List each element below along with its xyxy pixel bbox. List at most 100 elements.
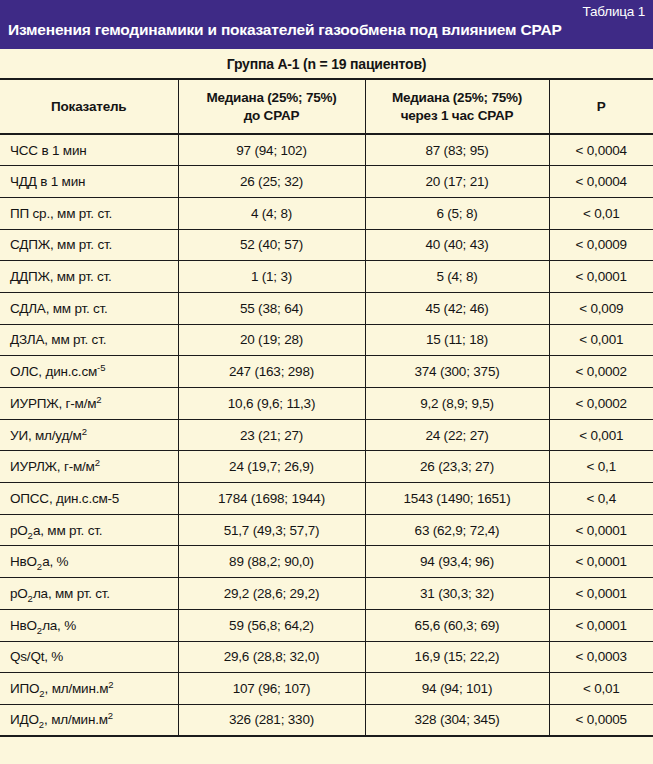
p-value-cell: < 0,1 xyxy=(549,451,653,483)
indicator-cell: ЧДД в 1 мин xyxy=(0,166,178,198)
median-after-cell: 20 (17; 21) xyxy=(365,166,549,198)
p-value-cell: < 0,0001 xyxy=(549,578,653,610)
col-header-line2: через 1 час CPAP xyxy=(366,107,549,125)
median-after-cell: 63 (62,9; 72,4) xyxy=(365,514,549,546)
col-header-line1: Р xyxy=(550,98,653,116)
median-before-cell: 51,7 (49,3; 57,7) xyxy=(178,514,365,546)
table-row: ПП ср., мм рт. ст. 4 (4; 8) 6 (5; 8) < 0… xyxy=(0,197,653,229)
p-value-cell: < 0,001 xyxy=(549,419,653,451)
col-header-p: Р xyxy=(549,79,653,134)
table-header: Показатель Медиана (25%; 75%) до CPAP Ме… xyxy=(0,79,653,134)
table-row: Qs/Qt, % 29,6 (28,8; 32,0) 16,9 (15; 22,… xyxy=(0,641,653,673)
indicator-cell: ПП ср., мм рт. ст. xyxy=(0,197,178,229)
median-before-cell: 24 (19,7; 26,9) xyxy=(178,451,365,483)
p-value-cell: < 0,0009 xyxy=(549,229,653,261)
median-after-cell: 45 (42; 46) xyxy=(365,292,549,324)
indicator-cell: НвО2а, % xyxy=(0,546,178,578)
table-row: ЧДД в 1 мин 26 (25; 32) 20 (17; 21) < 0,… xyxy=(0,166,653,198)
p-value-cell: < 0,0005 xyxy=(549,704,653,736)
table-row: СДЛА, мм рт. ст. 55 (38; 64) 45 (42; 46)… xyxy=(0,292,653,324)
col-header-line1: Медиана (25%; 75%) xyxy=(179,89,365,107)
table-row: УИ, мл/уд/м2 23 (21; 27) 24 (22; 27) < 0… xyxy=(0,419,653,451)
median-before-cell: 326 (281; 330) xyxy=(178,704,365,736)
data-table: Показатель Медиана (25%; 75%) до CPAP Ме… xyxy=(0,78,653,737)
table-title: Изменения гемодинамики и показателей газ… xyxy=(8,20,645,40)
median-before-cell: 97 (94; 102) xyxy=(178,134,365,166)
p-value-cell: < 0,001 xyxy=(549,324,653,356)
table-row: СДПЖ, мм рт. ст. 52 (40; 57) 40 (40; 43)… xyxy=(0,229,653,261)
col-header-median-before: Медиана (25%; 75%) до CPAP xyxy=(178,79,365,134)
median-before-cell: 26 (25; 32) xyxy=(178,166,365,198)
median-after-cell: 40 (40; 43) xyxy=(365,229,549,261)
median-before-cell: 4 (4; 8) xyxy=(178,197,365,229)
p-value-cell: < 0,01 xyxy=(549,197,653,229)
table-row: НвО2а, % 89 (88,2; 90,0) 94 (93,4; 96) <… xyxy=(0,546,653,578)
p-value-cell: < 0,0001 xyxy=(549,514,653,546)
indicator-cell: Qs/Qt, % xyxy=(0,641,178,673)
median-before-cell: 52 (40; 57) xyxy=(178,229,365,261)
p-value-cell: < 0,4 xyxy=(549,483,653,515)
table-row: ИПО2, мл/мин.м2 107 (96; 107) 94 (94; 10… xyxy=(0,673,653,705)
median-after-cell: 6 (5; 8) xyxy=(365,197,549,229)
median-after-cell: 87 (83; 95) xyxy=(365,134,549,166)
median-before-cell: 59 (56,8; 64,2) xyxy=(178,609,365,641)
p-value-cell: < 0,0002 xyxy=(549,356,653,388)
p-value-cell: < 0,0003 xyxy=(549,641,653,673)
median-after-cell: 1543 (1490; 1651) xyxy=(365,483,549,515)
indicator-cell: ИУРПЖ, г-м/м2 xyxy=(0,388,178,420)
indicator-cell: УИ, мл/уд/м2 xyxy=(0,419,178,451)
p-value-cell: < 0,0001 xyxy=(549,609,653,641)
table-row: ОЛС, дин.с.см-5 247 (163; 298) 374 (300;… xyxy=(0,356,653,388)
p-value-cell: < 0,0004 xyxy=(549,134,653,166)
indicator-cell: ЧСС в 1 мин xyxy=(0,134,178,166)
indicator-cell: ИУРЛЖ, г-м/м2 xyxy=(0,451,178,483)
table-row: ИДО2, мл/мин.м2 326 (281; 330) 328 (304;… xyxy=(0,704,653,736)
indicator-cell: рО2ла, мм рт. ст. xyxy=(0,578,178,610)
indicator-cell: рО2а, мм рт. ст. xyxy=(0,514,178,546)
median-before-cell: 10,6 (9,6; 11,3) xyxy=(178,388,365,420)
indicator-cell: ОПСС, дин.с.см-5 xyxy=(0,483,178,515)
indicator-cell: ИДО2, мл/мин.м2 xyxy=(0,704,178,736)
table-body: ЧСС в 1 мин 97 (94; 102) 87 (83; 95) < 0… xyxy=(0,134,653,736)
indicator-cell: СДПЖ, мм рт. ст. xyxy=(0,229,178,261)
median-before-cell: 247 (163; 298) xyxy=(178,356,365,388)
table-number-label: Таблица 1 xyxy=(8,3,645,20)
table-row: ДЗЛА, мм рт. ст. 20 (19; 28) 15 (11; 18)… xyxy=(0,324,653,356)
median-before-cell: 20 (19; 28) xyxy=(178,324,365,356)
median-before-cell: 1 (1; 3) xyxy=(178,261,365,293)
p-value-cell: < 0,0001 xyxy=(549,546,653,578)
median-before-cell: 107 (96; 107) xyxy=(178,673,365,705)
median-after-cell: 9,2 (8,9; 9,5) xyxy=(365,388,549,420)
table-banner: Таблица 1 Изменения гемодинамики и показ… xyxy=(0,0,653,49)
table-row: рО2а, мм рт. ст. 51,7 (49,3; 57,7) 63 (6… xyxy=(0,514,653,546)
indicator-cell: ИПО2, мл/мин.м2 xyxy=(0,673,178,705)
median-after-cell: 94 (94; 101) xyxy=(365,673,549,705)
median-after-cell: 5 (4; 8) xyxy=(365,261,549,293)
median-before-cell: 1784 (1698; 1944) xyxy=(178,483,365,515)
table-row: ДДПЖ, мм рт. ст. 1 (1; 3) 5 (4; 8) < 0,0… xyxy=(0,261,653,293)
median-after-cell: 94 (93,4; 96) xyxy=(365,546,549,578)
table-row: ИУРЛЖ, г-м/м2 24 (19,7; 26,9) 26 (23,3; … xyxy=(0,451,653,483)
median-after-cell: 31 (30,3; 32) xyxy=(365,578,549,610)
col-header-median-after: Медиана (25%; 75%) через 1 час CPAP xyxy=(365,79,549,134)
table-row: ИУРПЖ, г-м/м2 10,6 (9,6; 11,3) 9,2 (8,9;… xyxy=(0,388,653,420)
p-value-cell: < 0,0001 xyxy=(549,261,653,293)
indicator-cell: ДЗЛА, мм рт. ст. xyxy=(0,324,178,356)
median-after-cell: 24 (22; 27) xyxy=(365,419,549,451)
col-header-line1: Показатель xyxy=(0,98,178,116)
table-row: рО2ла, мм рт. ст. 29,2 (28,6; 29,2) 31 (… xyxy=(0,578,653,610)
table-row: НвО2ла, % 59 (56,8; 64,2) 65,6 (60,3; 69… xyxy=(0,609,653,641)
group-header: Группа А-1 (n = 19 пациентов) xyxy=(0,49,653,78)
header-row: Показатель Медиана (25%; 75%) до CPAP Ме… xyxy=(0,79,653,134)
indicator-cell: ДДПЖ, мм рт. ст. xyxy=(0,261,178,293)
p-value-cell: < 0,009 xyxy=(549,292,653,324)
col-header-line1: Медиана (25%; 75%) xyxy=(366,89,549,107)
indicator-cell: ОЛС, дин.с.см-5 xyxy=(0,356,178,388)
median-before-cell: 55 (38; 64) xyxy=(178,292,365,324)
median-before-cell: 29,6 (28,8; 32,0) xyxy=(178,641,365,673)
median-after-cell: 374 (300; 375) xyxy=(365,356,549,388)
median-after-cell: 65,6 (60,3; 69) xyxy=(365,609,549,641)
indicator-cell: НвО2ла, % xyxy=(0,609,178,641)
median-after-cell: 15 (11; 18) xyxy=(365,324,549,356)
p-value-cell: < 0,0004 xyxy=(549,166,653,198)
